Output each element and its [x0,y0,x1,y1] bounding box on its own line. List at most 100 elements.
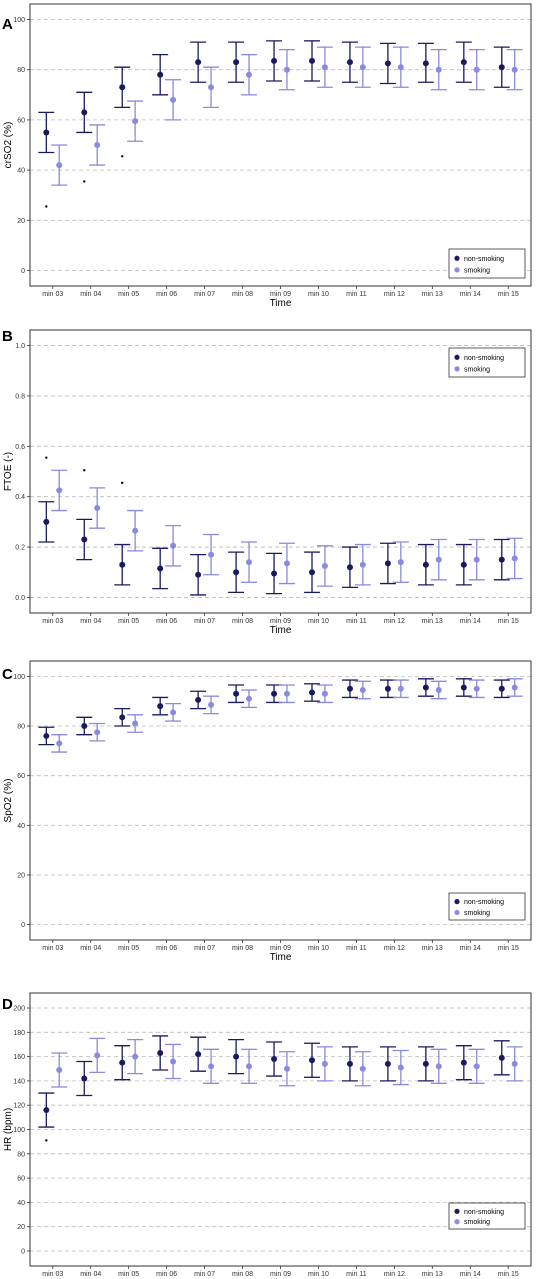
x-tick-label: min 10 [308,618,329,625]
y-tick-label: 0.4 [15,494,25,501]
y-axis-title: crSO2 (%) [3,122,14,169]
x-tick-label: min 08 [232,1271,253,1278]
x-tick-label: min 15 [498,618,519,625]
outlier-point [45,1139,48,1142]
legend-box [448,892,526,921]
data-point [321,562,328,569]
data-point [81,723,88,730]
data-point [346,685,353,692]
data-point [460,1059,467,1066]
legend-marker [454,354,460,360]
y-tick-label: 20 [17,1224,25,1231]
panel-d: D 0 20 40 60 80 100 120 140 160 180 200 min 03 min 04… [2,992,532,1279]
y-tick-label: 0.0 [15,595,25,602]
data-point [498,556,505,563]
y-tick-label: 0 [21,268,25,275]
outlier-point [45,205,48,208]
data-point [422,684,429,691]
y-tick-label: 120 [13,1103,25,1110]
data-point [43,732,50,739]
x-tick-label: min 05 [118,291,139,298]
legend-label: non-smoking [464,256,504,263]
series-smoking [51,469,523,587]
data-point [321,690,328,697]
data-point [157,703,164,710]
legend-marker [454,255,460,261]
data-point [56,1066,63,1073]
x-tick-label: min 12 [384,1271,405,1278]
x-tick-label: min 09 [270,291,291,298]
legend-marker [454,267,460,273]
data-point [43,518,50,525]
data-point [473,556,480,563]
data-point [321,64,328,71]
x-tick-label: min 07 [194,1271,215,1278]
data-point [271,1056,278,1063]
data-point [56,740,63,747]
data-point [94,505,101,512]
y-tick-label: 80 [17,1151,25,1158]
data-point [309,57,316,64]
x-tick-label: min 12 [384,291,405,298]
x-tick-label: min 05 [118,1271,139,1278]
y-tick-label: 1.0 [15,343,25,350]
legend-box [448,1202,526,1230]
data-point [384,1060,391,1067]
y-tick-label: 160 [13,1054,25,1061]
data-point [397,685,404,692]
legend-label: smoking [464,366,490,373]
panel-c: C 0 20 40 60 80 100 min 03 min 04 min 05 min 06 min… [2,660,532,963]
y-tick-label: 0.8 [15,393,25,400]
legend-marker [454,899,460,905]
outlier-point [121,155,124,158]
data-point [119,84,126,91]
data-point [119,714,126,721]
legend-label: smoking [464,267,490,274]
y-tick-label: 60 [17,117,25,124]
x-tick-label: min 06 [156,291,177,298]
data-point [157,71,164,78]
data-point [233,59,240,66]
data-point [245,1063,252,1070]
y-tick-label: 0 [21,922,25,929]
x-tick-label: min 10 [308,1271,329,1278]
data-point [233,569,240,576]
x-tick-label: min 03 [42,945,63,952]
x-tick-label: min 06 [156,618,177,625]
x-tick-label: min 05 [118,618,139,625]
x-axis-title: Time [270,625,292,636]
x-tick-label: min 15 [498,291,519,298]
x-tick-label: min 11 [346,618,367,625]
x-tick-label: min 13 [422,945,443,952]
data-point [208,551,215,558]
x-tick-label: min 11 [346,291,367,298]
data-point [208,84,215,91]
data-point [94,729,101,736]
x-tick-label: min 15 [498,945,519,952]
data-point [170,709,177,716]
legend-marker [454,366,460,372]
data-point [359,561,366,568]
data-point [157,1049,164,1056]
data-point [132,118,139,125]
data-point [56,487,63,494]
panel-letter: B [2,328,13,345]
x-tick-label: min 14 [460,945,481,952]
x-tick-label: min 03 [42,291,63,298]
data-point [435,687,442,694]
x-tick-label: min 04 [80,618,101,625]
data-point [422,561,429,568]
data-point [271,57,278,64]
panel-a: A 0 20 40 60 80 100 min 03 min 04 min 05 min 06 min… [2,3,532,309]
data-point [473,1063,480,1070]
data-point [498,685,505,692]
y-tick-label: 20 [17,218,25,225]
data-point [81,1075,88,1082]
data-point [473,66,480,73]
data-point [397,1064,404,1071]
outlier-point [45,456,48,459]
data-point [271,570,278,577]
data-point [498,1054,505,1061]
x-tick-label: min 11 [346,1271,367,1278]
y-axis-title: FTOE (-) [3,452,14,491]
